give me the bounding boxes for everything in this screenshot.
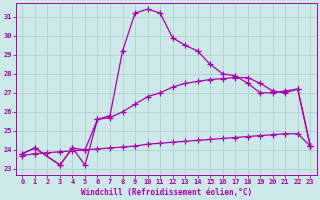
X-axis label: Windchill (Refroidissement éolien,°C): Windchill (Refroidissement éolien,°C) <box>81 188 252 197</box>
